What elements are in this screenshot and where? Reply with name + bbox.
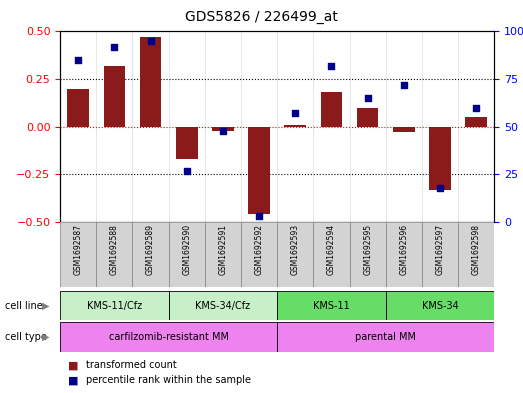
Text: cell type: cell type <box>5 332 47 342</box>
Text: GDS5826 / 226499_at: GDS5826 / 226499_at <box>185 10 338 24</box>
Text: GSM1692589: GSM1692589 <box>146 224 155 275</box>
Point <box>110 44 119 50</box>
Text: KMS-34/Cfz: KMS-34/Cfz <box>196 301 251 310</box>
Point <box>291 110 300 117</box>
Bar <box>285 125 306 127</box>
Bar <box>277 322 494 352</box>
Text: transformed count: transformed count <box>86 360 177 371</box>
Point <box>400 82 408 88</box>
Bar <box>205 222 241 287</box>
Text: percentile rank within the sample: percentile rank within the sample <box>86 375 251 386</box>
Text: GSM1692592: GSM1692592 <box>255 224 264 275</box>
Bar <box>212 127 234 130</box>
Text: GSM1692596: GSM1692596 <box>399 224 408 275</box>
Text: GSM1692598: GSM1692598 <box>472 224 481 275</box>
Bar <box>248 127 270 215</box>
Point <box>219 127 227 134</box>
Bar <box>67 89 89 127</box>
Point <box>183 167 191 174</box>
Text: ▶: ▶ <box>42 301 50 310</box>
Bar <box>393 127 415 132</box>
Bar <box>422 222 458 287</box>
Text: cell line: cell line <box>5 301 43 310</box>
Text: GSM1692597: GSM1692597 <box>436 224 445 275</box>
Text: GSM1692587: GSM1692587 <box>74 224 83 275</box>
Bar <box>176 127 198 159</box>
Point <box>327 62 336 69</box>
Point <box>363 95 372 101</box>
Bar <box>385 222 422 287</box>
Bar <box>321 92 342 127</box>
Point <box>255 213 263 219</box>
Bar <box>277 222 313 287</box>
Point <box>436 185 444 191</box>
Text: ■: ■ <box>68 360 78 371</box>
Bar <box>357 108 379 127</box>
Text: parental MM: parental MM <box>355 332 416 342</box>
Bar <box>277 291 385 320</box>
Bar <box>313 222 349 287</box>
Bar <box>168 291 277 320</box>
Bar <box>385 291 494 320</box>
Text: ■: ■ <box>68 375 78 386</box>
Text: GSM1692595: GSM1692595 <box>363 224 372 275</box>
Bar <box>458 222 494 287</box>
Bar <box>132 222 168 287</box>
Text: carfilzomib-resistant MM: carfilzomib-resistant MM <box>109 332 229 342</box>
Bar <box>60 322 277 352</box>
Bar <box>349 222 385 287</box>
Bar <box>168 222 205 287</box>
Point <box>74 57 83 63</box>
Text: GSM1692588: GSM1692588 <box>110 224 119 275</box>
Text: GSM1692593: GSM1692593 <box>291 224 300 275</box>
Point <box>146 38 155 44</box>
Bar <box>140 37 162 127</box>
Bar <box>60 291 168 320</box>
Bar <box>104 66 126 127</box>
Text: ▶: ▶ <box>42 332 50 342</box>
Text: KMS-11: KMS-11 <box>313 301 350 310</box>
Text: GSM1692590: GSM1692590 <box>182 224 191 275</box>
Bar <box>429 127 451 190</box>
Bar <box>241 222 277 287</box>
Point <box>472 105 480 111</box>
Bar <box>465 117 487 127</box>
Text: KMS-11/Cfz: KMS-11/Cfz <box>87 301 142 310</box>
Text: GSM1692591: GSM1692591 <box>219 224 228 275</box>
Bar <box>96 222 132 287</box>
Text: KMS-34: KMS-34 <box>422 301 458 310</box>
Text: GSM1692594: GSM1692594 <box>327 224 336 275</box>
Bar <box>60 222 96 287</box>
